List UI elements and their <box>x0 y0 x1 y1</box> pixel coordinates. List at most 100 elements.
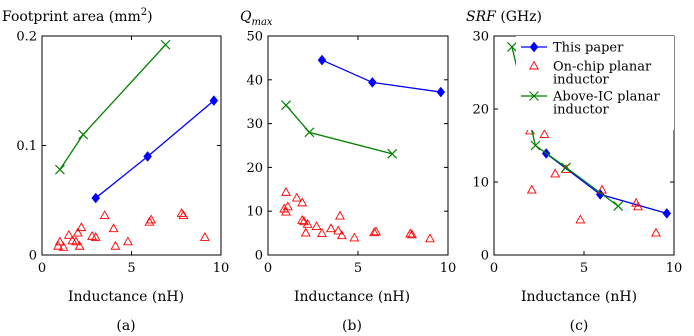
xlabel-c: Inductance (nH) <box>521 289 637 305</box>
data-point <box>58 241 69 251</box>
xlabel-b: Inductance (nH) <box>294 289 410 305</box>
x-tick-label: 5 <box>127 261 135 276</box>
x-tick-label: 10 <box>666 261 683 276</box>
legend-label: This paper <box>553 41 624 56</box>
data-point <box>371 226 381 236</box>
legend-label: inductor <box>553 103 610 118</box>
data-point <box>176 207 187 217</box>
legend-label: On-chip planar <box>553 60 652 75</box>
series-triangle <box>53 207 210 251</box>
legend-background <box>516 36 674 130</box>
data-point <box>199 232 210 241</box>
data-point <box>425 233 435 243</box>
data-point <box>613 201 624 212</box>
y-tick-label: 50 <box>246 30 263 45</box>
data-point <box>333 225 344 235</box>
data-point <box>143 151 152 162</box>
x-tick-label: 0 <box>264 261 272 276</box>
y-tick-label: 30 <box>246 117 263 132</box>
data-point <box>530 140 541 151</box>
data-point <box>144 216 155 226</box>
series-line <box>95 100 215 199</box>
data-point <box>72 227 83 237</box>
data-point <box>53 240 64 250</box>
y-tick-label: 0 <box>29 249 37 264</box>
legend-marker <box>529 41 539 53</box>
data-point <box>633 201 643 211</box>
data-point <box>575 214 586 224</box>
data-point <box>281 206 291 216</box>
data-point <box>336 230 347 240</box>
data-point <box>405 228 416 238</box>
data-point <box>335 210 345 220</box>
data-point <box>326 223 336 233</box>
data-point <box>349 232 360 242</box>
caption-c: (c) <box>570 318 589 334</box>
title-b: Qmax <box>240 9 273 28</box>
y-tick-label: 10 <box>472 176 489 191</box>
data-point <box>539 129 550 139</box>
data-point <box>110 240 121 250</box>
data-point <box>369 227 380 237</box>
legend-entry: This paper <box>521 41 624 56</box>
data-point <box>662 207 672 219</box>
series-triangle <box>279 186 435 243</box>
data-point <box>368 77 377 88</box>
plot-frame <box>41 35 222 256</box>
data-point <box>76 222 87 232</box>
data-point <box>291 192 302 202</box>
x-tick-label: 10 <box>440 261 457 276</box>
title-a: Footprint area (mm2) <box>2 7 153 25</box>
title-c: SRF (GHz) <box>466 9 542 25</box>
caption-b: (b) <box>342 318 362 334</box>
data-point <box>209 95 219 107</box>
data-point <box>300 227 311 237</box>
data-point <box>122 236 133 246</box>
series-x <box>281 100 398 159</box>
data-point <box>71 236 81 246</box>
data-point <box>178 210 189 220</box>
data-point <box>91 192 101 204</box>
legend-marker <box>529 60 539 70</box>
series-triangle <box>525 125 661 237</box>
data-point <box>507 42 517 52</box>
data-point <box>297 214 308 224</box>
data-point <box>317 228 327 237</box>
data-point <box>63 229 74 239</box>
data-point <box>597 184 607 194</box>
caption-a: (a) <box>116 318 135 334</box>
series-x <box>54 39 171 175</box>
series-line <box>285 104 393 155</box>
y-tick-label: 0 <box>255 249 263 264</box>
data-point <box>651 227 661 237</box>
data-point <box>90 232 101 241</box>
series-line <box>545 153 667 215</box>
data-point <box>407 229 417 239</box>
y-tick-label: 0.2 <box>16 30 37 45</box>
data-point <box>54 236 65 246</box>
x-tick-label: 5 <box>354 261 362 276</box>
data-point <box>282 201 293 211</box>
data-point <box>297 197 308 207</box>
y-tick-label: 10 <box>246 205 263 220</box>
xlabel-a: Inductance (nH) <box>68 289 184 305</box>
y-tick-label: 40 <box>246 73 263 88</box>
data-point <box>317 54 327 66</box>
data-point <box>311 221 322 230</box>
x-tick-label: 0 <box>490 261 498 276</box>
data-point <box>54 164 65 175</box>
panel-c: 0 5 10 0 10 20 30 SRF (GHz) Inductance (nH) (c… <box>466 9 682 334</box>
panel-a: 0 5 10 0 0.1 0.2 Footprint area (mm2) Inducta… <box>2 7 229 334</box>
y-tick-label: 20 <box>246 161 263 176</box>
x-tick-label: 5 <box>580 261 588 276</box>
x-tick-label: 0 <box>38 261 46 276</box>
data-point <box>146 214 157 224</box>
series-line <box>59 44 166 170</box>
data-point <box>526 184 537 194</box>
series-diamond <box>91 95 219 204</box>
legend-label: Above-IC planar <box>552 90 661 105</box>
y-tick-label: 0 <box>481 249 489 264</box>
plot-area-b: 0 5 10 0 10 20 30 40 50 <box>246 30 456 277</box>
